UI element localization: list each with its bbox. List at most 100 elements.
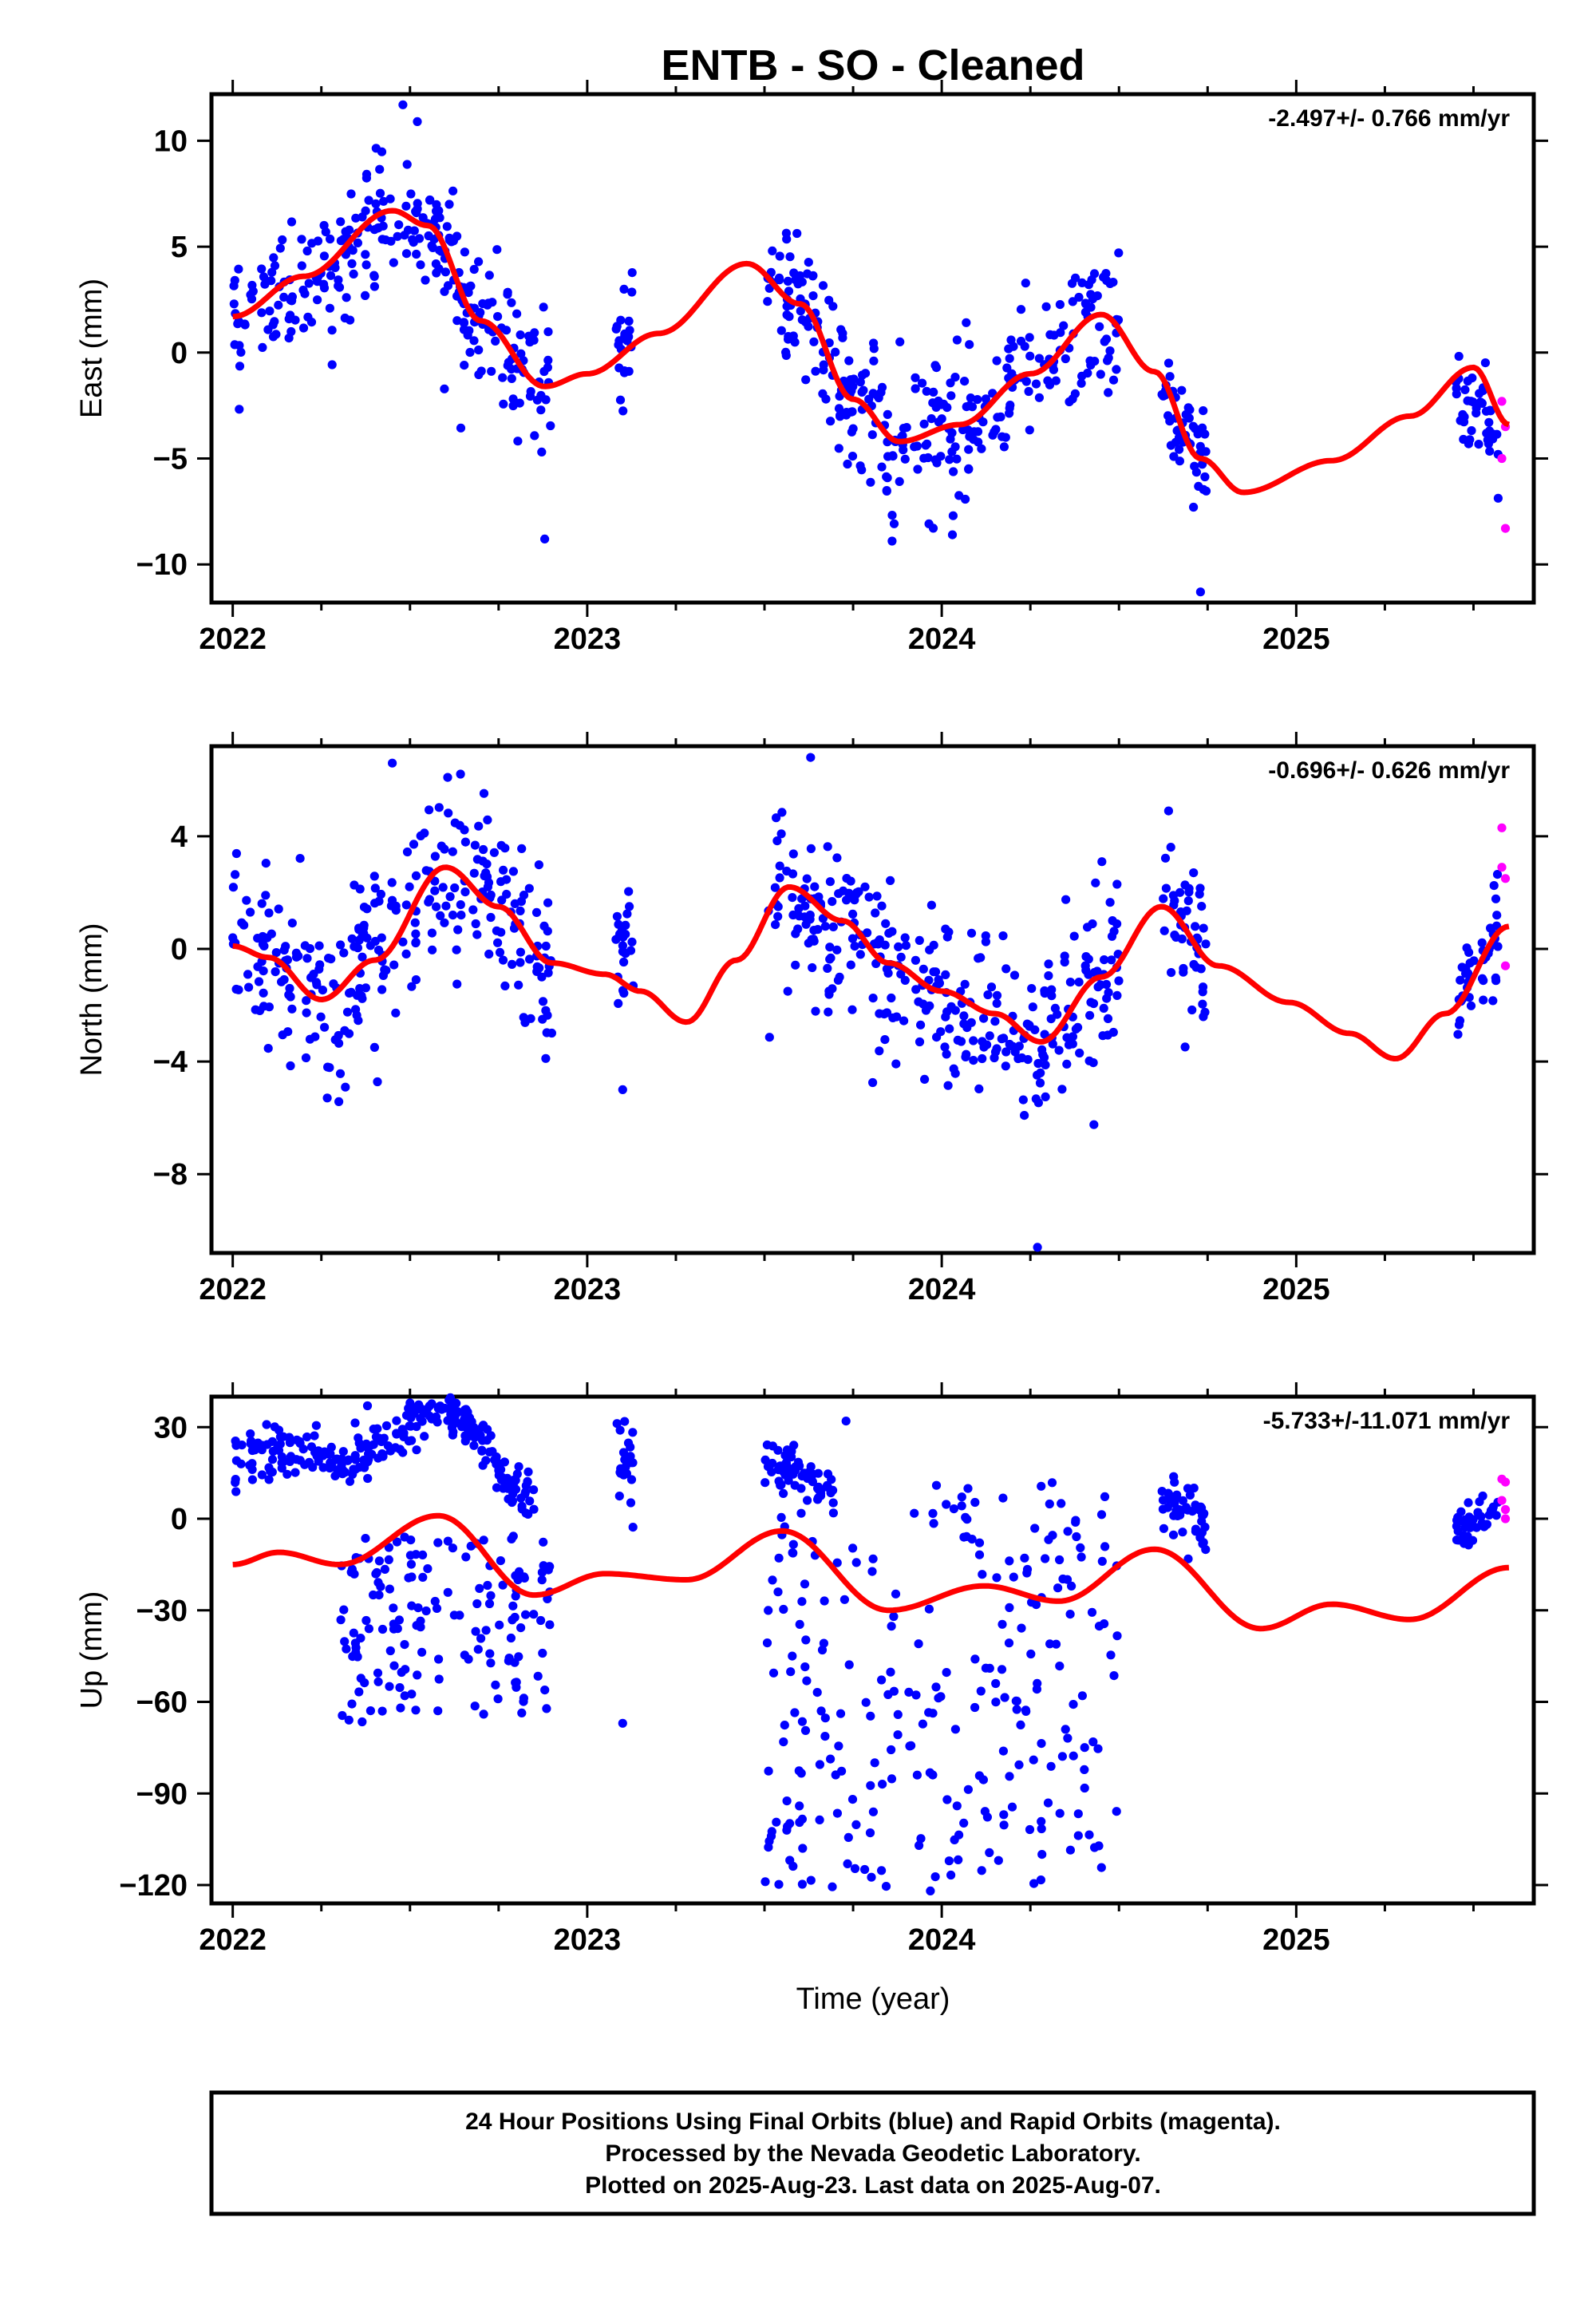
up-final-point (1158, 1496, 1168, 1505)
north-final-point (920, 1074, 930, 1084)
east-final-point (516, 349, 526, 358)
north-final-point (456, 900, 465, 910)
north-final-point (244, 982, 254, 992)
up-final-point (1452, 1535, 1462, 1545)
east-final-point (432, 200, 441, 209)
north-final-point (788, 849, 798, 859)
east-final-point (964, 464, 974, 474)
up-final-point (514, 1567, 524, 1576)
north-final-point (788, 893, 797, 903)
north-final-point (823, 842, 832, 852)
east-final-point (1177, 385, 1187, 395)
north-final-point (320, 1022, 330, 1032)
up-final-point (1171, 1506, 1181, 1516)
north-final-point (940, 1042, 950, 1052)
up-final-point (1021, 1705, 1030, 1715)
north-final-point (402, 847, 413, 857)
up-outlier-point (841, 1417, 851, 1426)
east-final-point (286, 326, 296, 337)
north-final-point (842, 895, 851, 905)
up-final-point (397, 1425, 407, 1434)
north-final-point (334, 1030, 343, 1041)
east-final-point (515, 398, 524, 408)
east-final-point (1071, 273, 1080, 283)
up-final-point (267, 1437, 277, 1446)
up-final-point (1077, 1552, 1086, 1562)
east-final-point (1493, 493, 1503, 503)
up-final-point (326, 1460, 337, 1470)
east-final-point (313, 295, 322, 305)
east-final-point (327, 326, 337, 335)
east-final-point (319, 220, 329, 231)
up-final-point (464, 1413, 475, 1422)
north-final-point (1170, 896, 1179, 906)
north-final-point (962, 1049, 971, 1059)
up-y-tick-label: −90 (136, 1777, 188, 1811)
up-final-point (834, 1741, 843, 1751)
north-final-point (990, 1053, 999, 1063)
north-final-point (619, 988, 629, 998)
north-final-point (1198, 987, 1207, 997)
north-final-point (860, 882, 870, 891)
east-final-point (447, 237, 456, 247)
north-final-point (535, 963, 544, 973)
up-final-point (1183, 1484, 1193, 1493)
east-final-point (274, 300, 283, 310)
north-final-point (825, 943, 835, 952)
north-final-point (434, 803, 444, 812)
up-final-point (970, 1497, 980, 1508)
north-final-point (848, 909, 858, 919)
east-final-point (789, 268, 799, 278)
east-final-point (389, 258, 398, 267)
north-final-point (495, 947, 505, 957)
east-final-point (846, 375, 855, 385)
up-final-point (868, 1807, 878, 1816)
north-final-point (376, 889, 385, 899)
north-final-point (443, 773, 452, 782)
north-final-point (547, 1028, 557, 1038)
east-final-point (369, 271, 379, 281)
north-final-point (782, 866, 792, 876)
north-final-point (1453, 1030, 1463, 1039)
north-final-point (1105, 898, 1115, 907)
east-final-point (530, 431, 539, 441)
up-final-point (762, 1440, 772, 1450)
east-final-point (234, 264, 243, 274)
north-final-point (624, 887, 634, 896)
up-final-point (914, 1639, 923, 1649)
up-final-point (540, 1686, 550, 1695)
east-final-point (297, 261, 306, 271)
north-final-point (863, 928, 872, 938)
east-final-point (981, 394, 990, 404)
up-final-point (1199, 1538, 1208, 1547)
east-final-point (938, 399, 949, 409)
up-final-point (785, 1819, 795, 1828)
up-final-point (539, 1537, 548, 1547)
up-final-point (1178, 1528, 1187, 1537)
up-final-point (1166, 1492, 1175, 1501)
up-final-point (345, 1476, 355, 1486)
north-final-point (1097, 857, 1107, 867)
up-final-point (1100, 1492, 1110, 1501)
up-final-point (495, 1620, 504, 1630)
north-rapid-points (1497, 823, 1511, 970)
north-final-point (353, 943, 362, 953)
north-final-point (773, 902, 783, 911)
east-final-point (1163, 358, 1174, 368)
up-final-point (1037, 1816, 1046, 1826)
east-final-point (424, 231, 433, 241)
up-final-point (1036, 1875, 1045, 1885)
up-x-tick-label: 2022 (199, 1923, 267, 1957)
up-final-point (389, 1661, 399, 1670)
north-final-point (378, 970, 388, 980)
east-final-point (1199, 405, 1208, 416)
north-final-point (452, 979, 462, 989)
up-final-point (404, 1573, 413, 1583)
up-final-point (523, 1509, 533, 1519)
north-final-point (441, 901, 451, 911)
north-final-point (336, 940, 346, 950)
up-final-point (350, 1418, 360, 1428)
north-plot-frame (209, 744, 1536, 1255)
up-final-point (1157, 1487, 1167, 1496)
